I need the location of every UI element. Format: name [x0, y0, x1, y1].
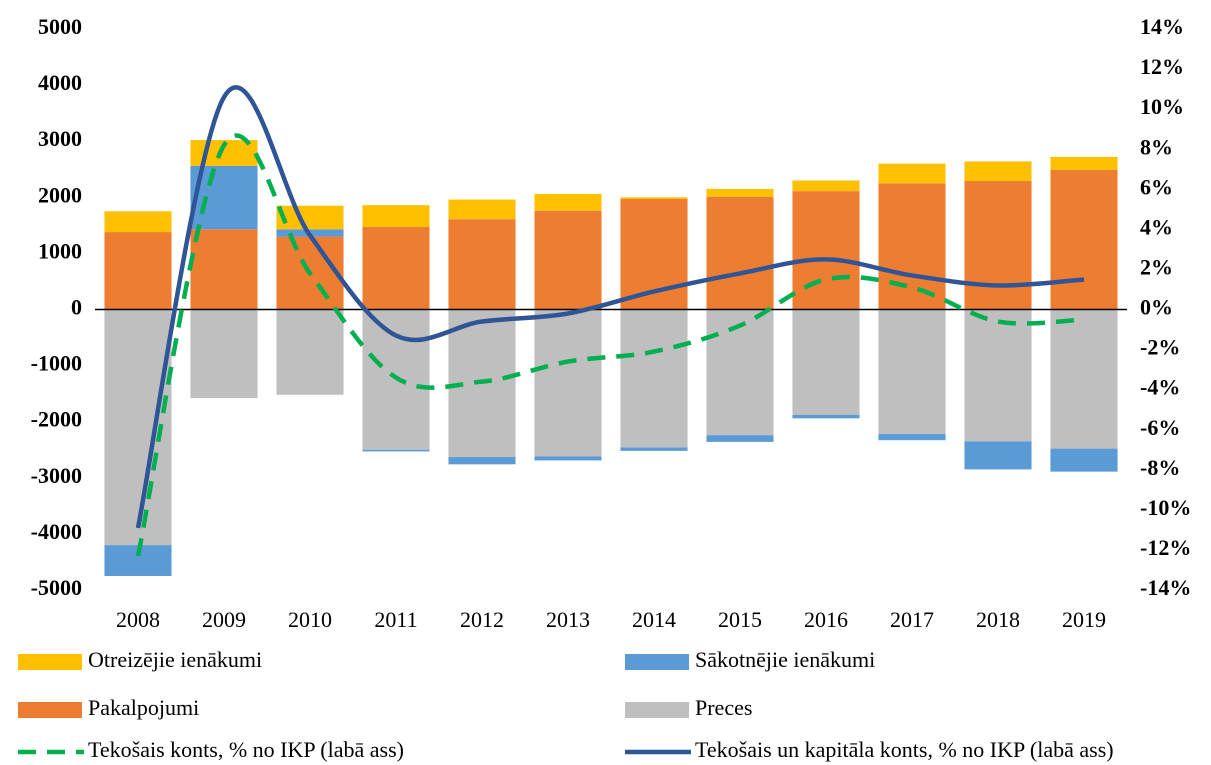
- y2-tick-label: 0%: [1140, 295, 1173, 320]
- bar: [792, 180, 860, 192]
- bar: [104, 211, 172, 233]
- bar: [1050, 156, 1118, 170]
- bar: [276, 309, 344, 395]
- bar: [620, 447, 688, 451]
- bar: [534, 309, 602, 457]
- y-tick-label: 4000: [38, 70, 82, 95]
- bar: [1050, 448, 1118, 472]
- x-tick-label: 2009: [202, 607, 246, 632]
- y2-tick-label: -14%: [1140, 575, 1191, 600]
- legend-swatch: [625, 654, 689, 670]
- bar: [878, 163, 946, 184]
- y2-tick-label: 12%: [1140, 54, 1184, 79]
- bar: [706, 435, 774, 442]
- x-tick-label: 2019: [1062, 607, 1106, 632]
- x-tick-label: 2015: [718, 607, 762, 632]
- legend-label: Tekošais konts, % no IKP (labā ass): [88, 737, 404, 762]
- bar: [534, 193, 602, 211]
- x-tick-label: 2011: [374, 607, 417, 632]
- bar: [1050, 309, 1118, 449]
- y-tick-label: 1000: [38, 238, 82, 263]
- x-tick-label: 2017: [890, 607, 934, 632]
- y2-tick-label: -2%: [1140, 335, 1180, 360]
- bar: [448, 219, 516, 310]
- bar: [1050, 169, 1118, 310]
- x-tick-label: 2012: [460, 607, 504, 632]
- y-tick-label: -5000: [31, 575, 82, 600]
- legend-swatch: [18, 654, 82, 670]
- x-tick-label: 2008: [116, 607, 160, 632]
- y2-tick-label: -6%: [1140, 415, 1180, 440]
- legend-label: Preces: [695, 695, 752, 720]
- y-tick-label: 5000: [38, 14, 82, 39]
- y-tick-label: -3000: [31, 463, 82, 488]
- bar: [706, 196, 774, 310]
- legend-label: Sākotnējie ienākumi: [695, 647, 875, 672]
- y-tick-label: -1000: [31, 351, 82, 376]
- bar: [792, 414, 860, 419]
- legend-swatch: [18, 702, 82, 718]
- x-tick-label: 2014: [632, 607, 676, 632]
- y2-tick-label: 8%: [1140, 134, 1173, 159]
- legend-label: Otreizējie ienākumi: [88, 647, 262, 672]
- legend-label: Pakalpojumi: [88, 695, 199, 720]
- bar: [792, 309, 860, 415]
- bar: [878, 183, 946, 310]
- line: [135, 85, 1085, 529]
- bar: [620, 197, 688, 199]
- bar: [448, 457, 516, 465]
- bar: [706, 188, 774, 197]
- bar: [964, 441, 1032, 470]
- y-tick-label: 0: [71, 295, 82, 320]
- bar: [448, 199, 516, 220]
- x-tick-label: 2013: [546, 607, 590, 632]
- bar: [964, 181, 1032, 310]
- bar: [276, 205, 344, 230]
- y2-tick-label: 14%: [1140, 14, 1184, 39]
- bar: [534, 456, 602, 461]
- y-tick-label: 2000: [38, 182, 82, 207]
- bar: [362, 205, 430, 228]
- bar: [190, 309, 258, 399]
- x-tick-label: 2010: [288, 607, 332, 632]
- bar: [878, 309, 946, 435]
- legend-swatch: [625, 702, 689, 718]
- y2-tick-label: -10%: [1140, 495, 1191, 520]
- bar: [878, 434, 946, 441]
- bar: [104, 232, 172, 310]
- bar: [190, 229, 258, 310]
- y2-tick-label: 4%: [1140, 214, 1173, 239]
- y-tick-label: -2000: [31, 407, 82, 432]
- bar: [534, 210, 602, 310]
- legend-label: Tekošais un kapitāla konts, % no IKP (la…: [695, 737, 1114, 762]
- bar: [706, 309, 774, 436]
- bar: [620, 309, 688, 448]
- x-tick-label: 2018: [976, 607, 1020, 632]
- bar: [964, 161, 1032, 182]
- y2-tick-label: -4%: [1140, 375, 1180, 400]
- y2-tick-label: 2%: [1140, 254, 1173, 279]
- y2-tick-label: 10%: [1140, 94, 1184, 119]
- y-tick-label: -4000: [31, 519, 82, 544]
- y2-tick-label: 6%: [1140, 174, 1173, 199]
- bar: [792, 191, 860, 310]
- bar: [964, 309, 1032, 442]
- y2-tick-label: -12%: [1140, 535, 1191, 560]
- bar: [362, 227, 430, 310]
- bar: [362, 449, 430, 452]
- y-tick-label: 3000: [38, 126, 82, 151]
- y2-tick-label: -8%: [1140, 455, 1180, 480]
- x-tick-label: 2016: [804, 607, 848, 632]
